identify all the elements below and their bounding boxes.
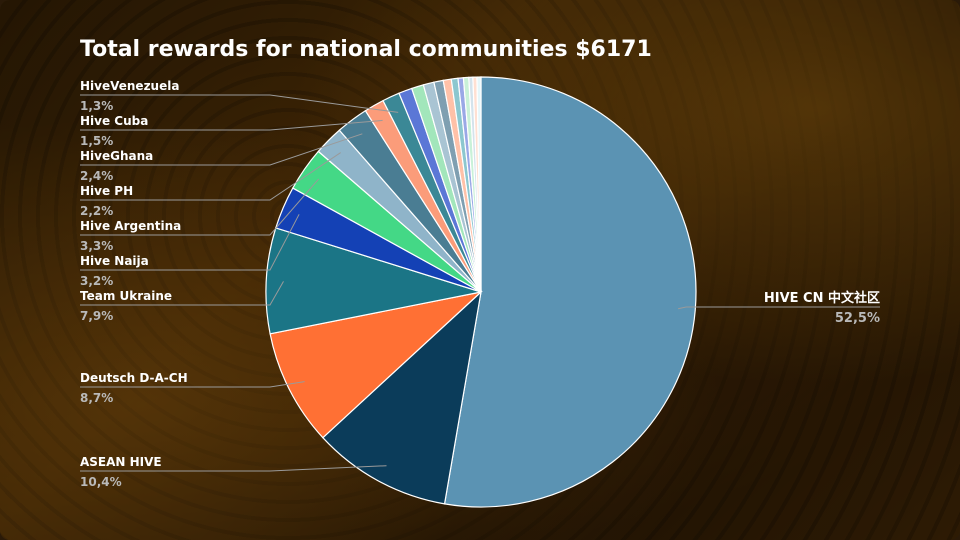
leader-line-team-ukraine <box>80 281 284 306</box>
slice-value-hivevenezuela: 1,3% <box>80 99 113 113</box>
slice-value-hive-naija: 3,2% <box>80 274 113 288</box>
slice-label-deutsch-d-a-ch: Deutsch D-A-CH <box>80 371 188 385</box>
slice-value-hiveghana: 2,4% <box>80 169 113 183</box>
pie-slice-minor-20 <box>476 76 482 293</box>
slice-label-hive-cn: HIVE CN 中文社区 <box>764 290 880 306</box>
slice-label-asean-hive: ASEAN HIVE <box>80 455 162 469</box>
slice-label-hive-ph: Hive PH <box>80 184 133 198</box>
pie-slice-team-ukraine <box>265 227 482 335</box>
slice-label-hive-argentina: Hive Argentina <box>80 219 181 233</box>
leader-line-deutsch-d-a-ch <box>80 381 305 388</box>
pie-slices <box>265 76 697 508</box>
slice-label-hivevenezuela: HiveVenezuela <box>80 79 179 93</box>
slice-value-deutsch-d-a-ch: 8,7% <box>80 391 113 405</box>
leader-line-asean-hive <box>80 465 387 472</box>
chart-title: Total rewards for national communities $… <box>80 37 652 62</box>
slice-value-hive-cuba: 1,5% <box>80 134 113 148</box>
leader-line-hive-cuba <box>80 119 383 131</box>
slice-label-hive-naija: Hive Naija <box>80 254 149 268</box>
pie-slice-hive-cn <box>443 76 697 508</box>
slice-label-hiveghana: HiveGhana <box>80 149 153 163</box>
slice-value-team-ukraine: 7,9% <box>80 309 113 323</box>
slice-label-team-ukraine: Team Ukraine <box>80 289 172 303</box>
leader-line-hive-argentina <box>80 178 320 236</box>
slice-value-hive-cn: 52,5% <box>835 311 880 326</box>
leader-line-hive-ph <box>80 152 341 201</box>
leader-line-hive-cn <box>677 306 880 310</box>
slice-value-hive-argentina: 3,3% <box>80 239 113 253</box>
leader-line-hive-naija <box>80 214 300 271</box>
pie-slice-deutsch-d-a-ch <box>269 290 483 439</box>
pie-labels: HIVE CN 中文社区 52,5% ASEAN HIVE 10,4% Deutsch … <box>80 79 880 489</box>
leader-line-hivevenezuela <box>80 94 399 113</box>
leader-line-hiveghana <box>80 133 363 166</box>
slice-value-asean-hive: 10,4% <box>80 475 122 489</box>
pie-slice-asean-hive <box>322 290 482 505</box>
slice-label-hive-cuba: Hive Cuba <box>80 114 148 128</box>
slice-value-hive-ph: 2,2% <box>80 204 113 218</box>
